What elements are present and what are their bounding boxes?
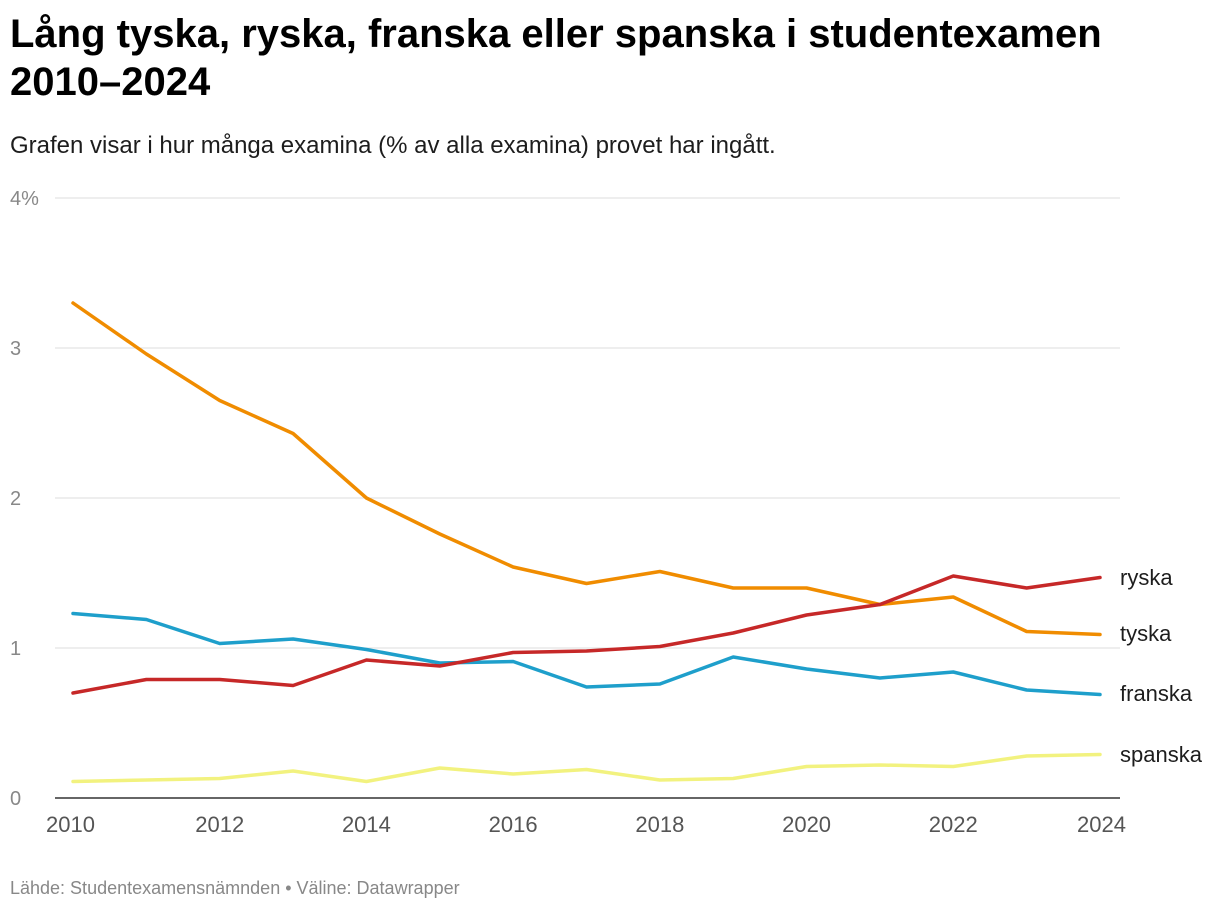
chart-subtitle: Grafen visar i hur många examina (% av a… <box>10 132 776 159</box>
y-tick-label: 1 <box>10 638 21 660</box>
x-tick-label: 2010 <box>46 812 95 837</box>
x-tick-label: 2022 <box>929 812 978 837</box>
y-tick-label: 4% <box>10 188 39 210</box>
x-tick-label: 2014 <box>342 812 391 837</box>
source-footer: Lähde: Studentexamensnämnden • Väline: D… <box>10 878 460 898</box>
y-tick-label: 0 <box>10 788 21 810</box>
series-lines <box>71 301 1102 784</box>
chart-title: Lång tyska, ryska, franska eller spanska… <box>10 12 1102 104</box>
x-tick-label: 2016 <box>489 812 538 837</box>
series-line-spanska <box>71 752 1102 784</box>
series-labels: tyska ryska franska spanska <box>1120 565 1203 767</box>
x-tick-label: 2020 <box>782 812 831 837</box>
x-axis-ticks: 2010 2012 2014 2016 2018 2020 2022 2024 <box>46 812 1126 837</box>
y-tick-label: 3 <box>10 338 21 360</box>
x-tick-label: 2018 <box>635 812 684 837</box>
series-line-franska <box>71 611 1102 697</box>
series-label-tyska: tyska <box>1120 621 1172 646</box>
series-line-ryska <box>71 574 1102 695</box>
series-line-tyska <box>71 301 1102 637</box>
series-label-ryska: ryska <box>1120 565 1173 590</box>
series-label-franska: franska <box>1120 681 1193 706</box>
x-tick-label: 2012 <box>195 812 244 837</box>
y-axis-ticks: 0 1 2 3 4% <box>10 188 39 810</box>
y-tick-label: 2 <box>10 488 21 510</box>
series-label-spanska: spanska <box>1120 742 1203 767</box>
x-tick-label: 2024 <box>1077 812 1126 837</box>
gridlines <box>55 197 1120 799</box>
